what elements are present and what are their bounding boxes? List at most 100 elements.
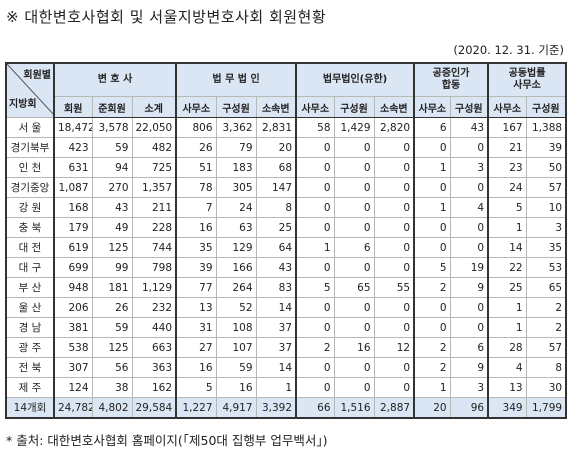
cell-value: 179 xyxy=(53,217,93,238)
cell-value: 806 xyxy=(175,117,217,138)
cell-value: 7 xyxy=(175,197,217,218)
cell-value: 0 xyxy=(333,137,375,158)
cell-value: 631 xyxy=(53,157,93,178)
cell-value: 26 xyxy=(91,297,133,318)
cell-value: 83 xyxy=(255,277,297,298)
column-header: 구성원 xyxy=(449,96,489,118)
table-row: 충 북 179 49 228 16 63 25 0 0 0 0 0 1 3 xyxy=(5,217,567,238)
cell-value: 39 xyxy=(175,257,217,278)
cell-value: 19 xyxy=(449,257,489,278)
cell-value: 37 xyxy=(255,337,297,358)
row-name: 부 산 xyxy=(5,277,55,298)
row-name: 대 구 xyxy=(5,257,55,278)
cell-value: 43 xyxy=(91,197,133,218)
cell-value: 363 xyxy=(131,357,177,378)
cell-value: 162 xyxy=(131,377,177,398)
cell-value: 58 xyxy=(295,117,335,138)
cell-value: 59 xyxy=(91,137,133,158)
cell-value: 53 xyxy=(525,257,567,278)
title: ※ 대한변호사협회 및 서울지방변호사회 회원현황 xyxy=(6,8,327,26)
column-header: 사무소 xyxy=(175,96,217,118)
cell-value: 0 xyxy=(295,357,335,378)
cell-value: 5 xyxy=(413,257,451,278)
table-row: 인 천 631 94 725 51 183 68 0 0 0 1 3 23 50 xyxy=(5,157,567,178)
row-name: 울 산 xyxy=(5,297,55,318)
cell-value: 43 xyxy=(449,117,489,138)
cell-value: 0 xyxy=(373,137,415,158)
cell-value: 1,087 xyxy=(53,177,93,198)
cell-value: 4 xyxy=(449,197,489,218)
cell-value: 181 xyxy=(91,277,133,298)
cell-value: 168 xyxy=(53,197,93,218)
column-header: 소속변 xyxy=(373,96,415,118)
cell-value: 8 xyxy=(255,197,297,218)
cell-value: 166 xyxy=(215,257,257,278)
cell-value: 0 xyxy=(333,297,375,318)
cell-value: 2 xyxy=(295,337,335,358)
cell-value: 65 xyxy=(525,277,567,298)
cell-value: 16 xyxy=(175,357,217,378)
cell-value: 206 xyxy=(53,297,93,318)
row-name: 14개회 xyxy=(5,397,55,419)
cell-value: 0 xyxy=(413,317,451,338)
cell-value: 10 xyxy=(525,197,567,218)
column-header: 사무소 xyxy=(487,96,527,118)
cell-value: 16 xyxy=(215,377,257,398)
cell-value: 2,831 xyxy=(255,117,297,138)
cell-value: 6 xyxy=(333,237,375,258)
cell-value: 77 xyxy=(175,277,217,298)
row-name: 인 천 xyxy=(5,157,55,178)
diagonal xyxy=(7,64,53,115)
source-note: * 출처: 대한변호사협회 홈페이지(「제50대 집행부 업무백서」) xyxy=(6,433,328,448)
cell-value: 619 xyxy=(53,237,93,258)
column-header: 구성원 xyxy=(333,96,375,118)
corner-cell: 회원별 지방회 xyxy=(5,62,55,118)
cell-value: 0 xyxy=(333,357,375,378)
group-header: 공동법률 사무소 xyxy=(487,62,567,97)
cell-value: 0 xyxy=(449,317,489,338)
table-row: 울 산 206 26 232 13 52 14 0 0 0 0 0 1 2 xyxy=(5,297,567,318)
cell-value: 3 xyxy=(525,217,567,238)
row-name: 강 원 xyxy=(5,197,55,218)
corner-top: 회원별 xyxy=(23,70,51,81)
row-name: 경기중앙 xyxy=(5,177,55,198)
cell-value: 349 xyxy=(487,397,527,419)
cell-value: 0 xyxy=(295,377,335,398)
cell-value: 0 xyxy=(333,377,375,398)
cell-value: 2 xyxy=(413,277,451,298)
date-note: (2020. 12. 31. 기준) xyxy=(453,43,564,57)
cell-value: 55 xyxy=(373,277,415,298)
cell-value: 43 xyxy=(255,257,297,278)
cell-value: 21 xyxy=(487,137,527,158)
table-row: 경기북부 423 59 482 26 79 20 0 0 0 0 0 21 39 xyxy=(5,137,567,158)
table-row: 경기중앙 1,087 270 1,357 78 305 147 0 0 0 0 0 24 57 xyxy=(5,177,567,198)
cell-value: 5 xyxy=(175,377,217,398)
cell-value: 24 xyxy=(487,177,527,198)
cell-value: 35 xyxy=(525,237,567,258)
cell-value: 0 xyxy=(333,197,375,218)
column-header: 사무소 xyxy=(413,96,451,118)
cell-value: 232 xyxy=(131,297,177,318)
cell-value: 64 xyxy=(255,237,297,258)
cell-value: 12 xyxy=(373,337,415,358)
cell-value: 31 xyxy=(175,317,217,338)
cell-value: 0 xyxy=(373,317,415,338)
cell-value: 211 xyxy=(131,197,177,218)
cell-value: 0 xyxy=(333,257,375,278)
cell-value: 538 xyxy=(53,337,93,358)
cell-value: 20 xyxy=(413,397,451,419)
cell-value: 49 xyxy=(91,217,133,238)
cell-value: 14 xyxy=(487,237,527,258)
cell-value: 0 xyxy=(373,217,415,238)
cell-value: 1 xyxy=(487,317,527,338)
row-name: 전 북 xyxy=(5,357,55,378)
cell-value: 5 xyxy=(487,197,527,218)
row-name: 대 전 xyxy=(5,237,55,258)
cell-value: 3,578 xyxy=(91,117,133,138)
cell-value: 8 xyxy=(525,357,567,378)
cell-value: 13 xyxy=(487,377,527,398)
table-row: 14개회 24,782 4,802 29,584 1,227 4,917 3,392 66 1,… xyxy=(5,397,567,419)
cell-value: 27 xyxy=(175,337,217,358)
cell-value: 0 xyxy=(373,357,415,378)
